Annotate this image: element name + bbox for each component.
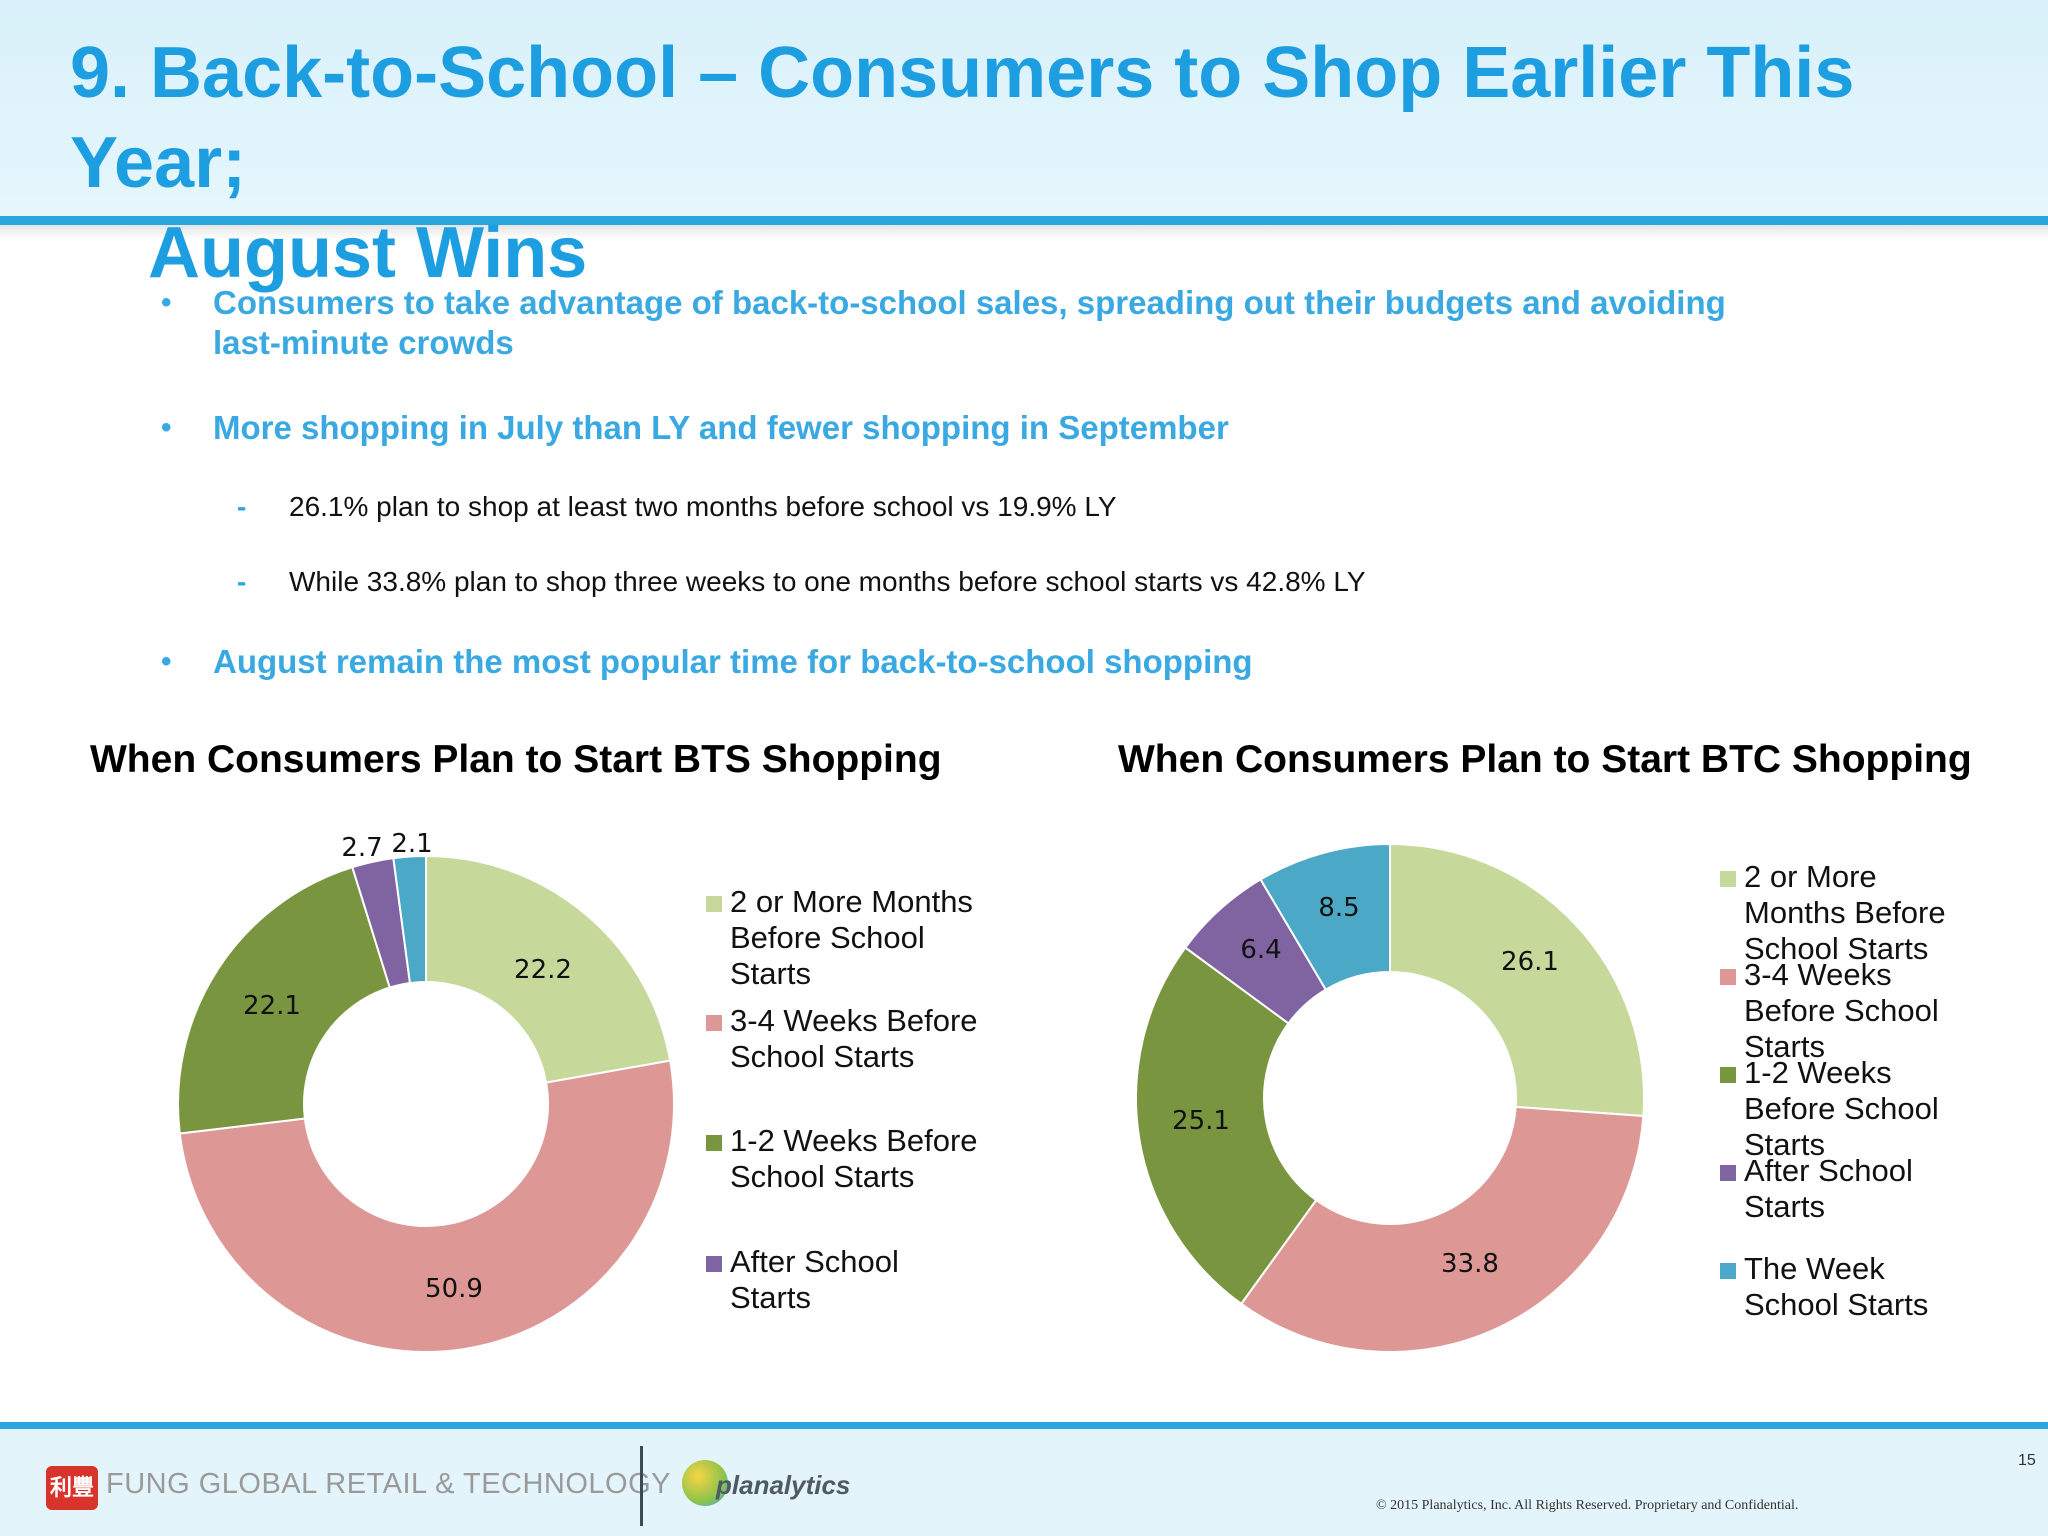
footer-band [0, 1429, 2048, 1536]
chart-2-data-label-3: 25.1 [1172, 1106, 1230, 1136]
bullet-glyph: • [161, 286, 172, 319]
legend-label: 1-2 Weeks Before School Starts [730, 1123, 978, 1194]
bullet-2-text: More shopping in July than LY and fewer … [213, 409, 1229, 446]
legend-swatch [1720, 969, 1736, 985]
planalytics-logo-icon [682, 1460, 728, 1506]
slide-title-line2: August Wins [148, 213, 588, 293]
bullet-3: • August remain the most popular time fo… [161, 642, 1913, 682]
bullet-2: • More shopping in July than LY and fewe… [161, 408, 1913, 448]
legend-swatch [1720, 871, 1736, 887]
legend-label: 2 or More Months Before School Starts [730, 884, 973, 991]
legend-swatch [1720, 1263, 1736, 1279]
chart-1-data-label-3: 22.1 [243, 991, 301, 1021]
fung-logo: 利豐 [46, 1466, 98, 1510]
legend-label: 2 or More Months Before School Starts [1744, 859, 1946, 966]
header-band [0, 0, 2048, 218]
chart-1-slice-5 [392, 854, 427, 985]
slide-title: 9. Back-to-School – Consumers to Shop Ea… [70, 28, 2040, 298]
chart-1-data-label-2: 50.9 [425, 1274, 483, 1304]
bullet-glyph: • [161, 411, 172, 444]
chart-2-data-label-1: 26.1 [1501, 947, 1559, 977]
chart-2-slice-3 [1135, 946, 1318, 1306]
legend-swatch [706, 896, 722, 912]
footer-rule [0, 1422, 2048, 1429]
chart-2-data-label-2: 33.8 [1441, 1249, 1499, 1279]
legend-label: After School Starts [1744, 1153, 1913, 1224]
chart-1-data-label-5: 2.1 [391, 829, 432, 859]
dash-glyph: - [237, 491, 247, 522]
chart-2-data-label-4: 6.4 [1240, 935, 1281, 965]
sub-bullet-1-text: 26.1% plan to shop at least two months b… [289, 491, 1117, 522]
bullet-3-text: August remain the most popular time for … [213, 643, 1253, 680]
bullet-1-line2: last-minute crowds [213, 324, 514, 361]
chart-1-slice-2 [178, 1059, 675, 1353]
fung-wordmark: FUNG GLOBAL RETAIL & TECHNOLOGY [106, 1468, 672, 1500]
sub-bullet-2: - While 33.8% plan to shop three weeks t… [237, 565, 1889, 599]
header-rule [0, 216, 2048, 225]
legend-swatch [706, 1135, 722, 1151]
bullet-1: • Consumers to take advantage of back-to… [161, 283, 1913, 363]
legend-label: The Week School Starts [1744, 1251, 1929, 1322]
legend-swatch [1720, 1067, 1736, 1083]
slide-title-line1: 9. Back-to-School – Consumers to Shop Ea… [70, 33, 1855, 203]
legend-swatch [706, 1256, 722, 1272]
chart-2-data-label-5: 8.5 [1318, 893, 1359, 923]
chart-2-slice-5 [1259, 842, 1391, 991]
sub-bullet-2-text: While 33.8% plan to shop three weeks to … [289, 566, 1366, 597]
legend-label: 3-4 Weeks Before School Starts [730, 1003, 978, 1074]
dash-glyph: - [237, 566, 247, 597]
chart-1-data-label-1: 22.2 [514, 955, 572, 985]
footer-divider [640, 1446, 643, 1526]
header-shadow [0, 225, 2048, 239]
sub-bullet-1: - 26.1% plan to shop at least two months… [237, 490, 1889, 524]
chart-1-data-label-4: 2.7 [341, 833, 382, 863]
legend-swatch [1720, 1165, 1736, 1181]
chart-1-slice-3 [177, 865, 392, 1135]
bullet-glyph: • [161, 645, 172, 678]
chart-1-slice-1 [425, 854, 672, 1084]
chart-2-title: When Consumers Plan to Start BTC Shoppin… [1118, 738, 1972, 781]
page-number: 15 [2018, 1452, 2036, 1469]
chart-2-slice-2 [1239, 1105, 1645, 1353]
planalytics-wordmark: planalytics [716, 1470, 851, 1500]
legend-label: 3-4 Weeks Before School Starts [1744, 957, 1939, 1064]
copyright-notice: © 2015 Planalytics, Inc. All Rights Rese… [1376, 1498, 1799, 1513]
chart-2-slice-1 [1389, 842, 1645, 1118]
legend-label: After School Starts [730, 1244, 899, 1315]
legend-label: 1-2 Weeks Before School Starts [1744, 1055, 1939, 1162]
bullet-1-line1: Consumers to take advantage of back-to-s… [213, 284, 1726, 321]
donut-charts: 22.2 50.9 22.1 2.7 2.1 26.1 33.8 25.1 6.4 8.5 [177, 829, 1645, 1353]
chart-1-title: When Consumers Plan to Start BTS Shoppin… [90, 738, 942, 781]
legend-swatch [706, 1015, 722, 1031]
